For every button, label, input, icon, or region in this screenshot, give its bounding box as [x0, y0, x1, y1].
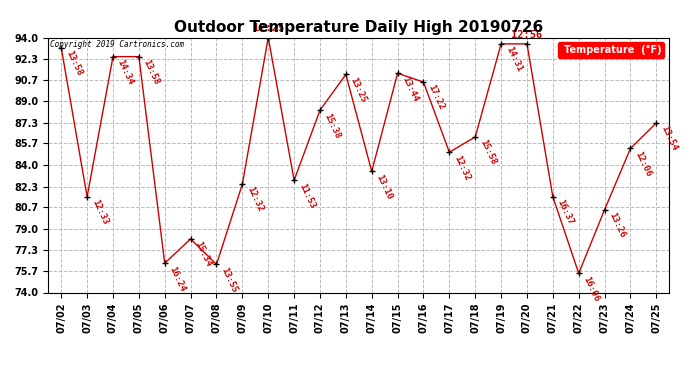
Text: 13:10: 13:10 [375, 173, 394, 201]
Text: 13:26: 13:26 [607, 211, 627, 239]
Text: 13:55: 13:55 [219, 266, 239, 294]
Text: 13:58: 13:58 [64, 49, 83, 77]
Text: 13:44: 13:44 [400, 75, 420, 103]
Legend: Temperature  (°F): Temperature (°F) [558, 42, 664, 58]
Text: 11:53: 11:53 [297, 182, 317, 210]
Text: 13:54: 13:54 [659, 124, 679, 153]
Text: Copyright 2019 Cartronics.com: Copyright 2019 Cartronics.com [50, 40, 184, 49]
Text: 15:34: 15:34 [193, 240, 213, 268]
Text: 12:56: 12:56 [511, 30, 542, 40]
Title: Outdoor Temperature Daily High 20190726: Outdoor Temperature Daily High 20190726 [174, 20, 544, 35]
Text: 15:38: 15:38 [323, 112, 342, 140]
Text: 14:31: 14:31 [504, 45, 524, 74]
Text: 14:34: 14:34 [116, 58, 135, 86]
Text: 17:22: 17:22 [426, 84, 446, 112]
Text: 16:06: 16:06 [582, 275, 601, 303]
Text: 13:25: 13:25 [348, 76, 368, 104]
Text: 16:24: 16:24 [168, 265, 187, 293]
Text: 12:06: 12:06 [633, 150, 653, 178]
Text: 16:37: 16:37 [555, 198, 575, 226]
Text: 12:33: 12:33 [90, 198, 110, 226]
Text: 12:32: 12:32 [245, 186, 265, 214]
Text: 12:25: 12:25 [253, 23, 284, 33]
Text: 15:58: 15:58 [478, 138, 497, 166]
Text: 12:32: 12:32 [452, 154, 472, 182]
Text: 13:58: 13:58 [141, 58, 161, 86]
